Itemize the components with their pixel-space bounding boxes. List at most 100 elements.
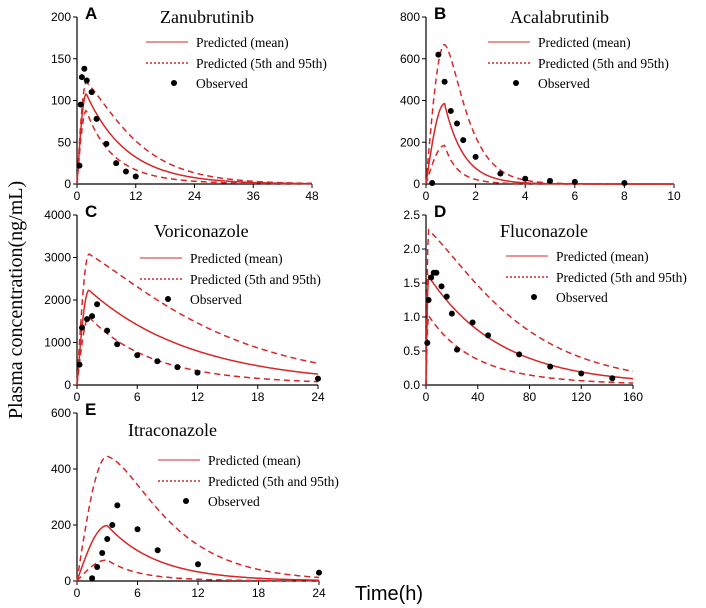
- y-tick-label: 50: [58, 135, 72, 149]
- panel-a: 0 50 100 150 200 0 12 24 36 48 A Zanubrutinib Predic…: [51, 4, 327, 203]
- legend-observed-label: Observed: [208, 494, 260, 509]
- observed-point: [316, 569, 322, 576]
- y-tick-label: 1.0: [403, 310, 420, 324]
- x-tick-label: 12: [191, 586, 205, 600]
- y-tick-label: 0: [413, 177, 420, 191]
- x-axis-label: Time(h): [355, 583, 423, 605]
- y-tick-label: 0: [64, 378, 71, 392]
- legend-mean-label: Predicted (mean): [196, 35, 289, 50]
- observed-point: [428, 274, 435, 281]
- legend-band-label: Predicted (5th and 95th): [190, 272, 321, 287]
- observed-point: [448, 310, 455, 317]
- x-tick-label: 48: [305, 189, 319, 203]
- x-tick-label: 6: [571, 189, 578, 203]
- y-tick-label: 200: [51, 518, 71, 532]
- predicted-95th-line: [76, 455, 320, 582]
- x-tick-label: 24: [311, 390, 325, 404]
- observed-point: [154, 358, 161, 365]
- observed-point: [122, 168, 129, 175]
- x-tick-label: 10: [667, 189, 681, 203]
- observed-point: [77, 101, 84, 108]
- panel-e: 0 200 400 600 0 6 12 18 24 E Itraconazole Predicted…: [51, 400, 339, 600]
- y-tick-label: 600: [51, 406, 71, 420]
- legend-observed-label: Observed: [556, 290, 608, 305]
- y-tick-label: 2000: [44, 293, 71, 307]
- x-tick-label: 36: [247, 189, 261, 203]
- predicted-mean-line: [76, 524, 319, 582]
- observed-point: [79, 324, 86, 331]
- panel-title: Fluconazole: [500, 221, 588, 241]
- observed-point: [429, 179, 436, 186]
- y-tick-label: 1.5: [403, 276, 420, 290]
- legend-observed-marker: [531, 294, 537, 300]
- panel-title: Zanubrutinib: [160, 7, 254, 27]
- x-tick-label: 12: [129, 189, 143, 203]
- observed-point: [454, 120, 460, 127]
- y-tick-label: 2.5: [403, 208, 420, 222]
- x-tick-label: 0: [423, 390, 430, 404]
- observed-point: [497, 170, 504, 177]
- predicted-mean-line: [76, 92, 312, 185]
- predicted-mean-line: [425, 102, 674, 185]
- observed-point: [443, 293, 450, 300]
- observed-point: [134, 526, 141, 533]
- legend-observed-label: Observed: [190, 292, 242, 307]
- predicted-5th-line: [76, 559, 319, 582]
- legend-observed-marker: [513, 80, 519, 86]
- observed-point: [81, 65, 88, 72]
- predicted-5th-line: [425, 313, 634, 386]
- observed-point: [89, 575, 96, 582]
- observed-point: [425, 297, 432, 303]
- observed-point: [485, 332, 492, 339]
- y-tick-label: 400: [51, 462, 71, 476]
- observed-point: [132, 173, 139, 180]
- observed-point: [89, 313, 96, 320]
- panel-b: 0 200 400 600 800 0 2 4 6 8 10 B Acalabrutinib Predic…: [400, 4, 681, 203]
- panel-c: 0 1000 2000 3000 4000 0 6 12 18 24 C Voriconazole Pr…: [44, 202, 325, 404]
- legend-band-label: Predicted (5th and 95th): [538, 56, 669, 71]
- y-tick-label: 400: [400, 94, 420, 108]
- observed-point: [83, 77, 90, 84]
- y-tick-label: 200: [51, 10, 71, 24]
- x-tick-label: 40: [471, 390, 485, 404]
- y-tick-label: 150: [51, 52, 71, 66]
- panel-d: 0.0 0.5 1.0 1.5 2.0 2.5 0 40 80 120 160 D Fluconazol…: [403, 202, 687, 404]
- observed-point: [433, 269, 440, 276]
- legend-observed-label: Observed: [196, 76, 248, 91]
- legend-observed-label: Observed: [538, 76, 590, 91]
- observed-point: [435, 51, 442, 58]
- x-tick-label: 18: [252, 586, 266, 600]
- x-tick-label: 24: [312, 586, 326, 600]
- observed-point: [154, 547, 161, 554]
- y-tick-label: 0: [64, 177, 71, 191]
- y-tick-label: 4000: [44, 208, 71, 222]
- x-tick-label: 12: [191, 390, 205, 404]
- observed-point: [103, 140, 110, 147]
- observed-point: [76, 162, 83, 169]
- y-tick-label: 200: [400, 135, 420, 149]
- observed-point: [315, 375, 321, 382]
- x-tick-label: 160: [623, 390, 643, 404]
- observed-point: [194, 369, 201, 376]
- y-tick-label: 0.5: [403, 344, 420, 358]
- panel-letter: B: [434, 4, 446, 23]
- legend-band-label: Predicted (5th and 95th): [208, 474, 339, 489]
- panel-title: Voriconazole: [154, 221, 249, 241]
- observed-point: [104, 536, 111, 542]
- y-tick-label: 800: [400, 10, 420, 24]
- observed-point: [441, 78, 448, 85]
- x-tick-label: 0: [74, 390, 81, 404]
- x-tick-label: 8: [621, 189, 628, 203]
- x-tick-label: 6: [134, 390, 141, 404]
- observed-point: [94, 564, 101, 570]
- observed-point: [460, 137, 467, 144]
- panel-letter: D: [434, 202, 446, 221]
- observed-point: [174, 364, 181, 371]
- panel-title: Acalabrutinib: [510, 7, 609, 27]
- observed-point: [571, 178, 578, 185]
- observed-point: [84, 316, 91, 323]
- observed-point: [114, 502, 121, 509]
- observed-point: [547, 363, 554, 370]
- panel-title: Itraconazole: [128, 420, 217, 440]
- y-tick-label: 3000: [44, 251, 71, 265]
